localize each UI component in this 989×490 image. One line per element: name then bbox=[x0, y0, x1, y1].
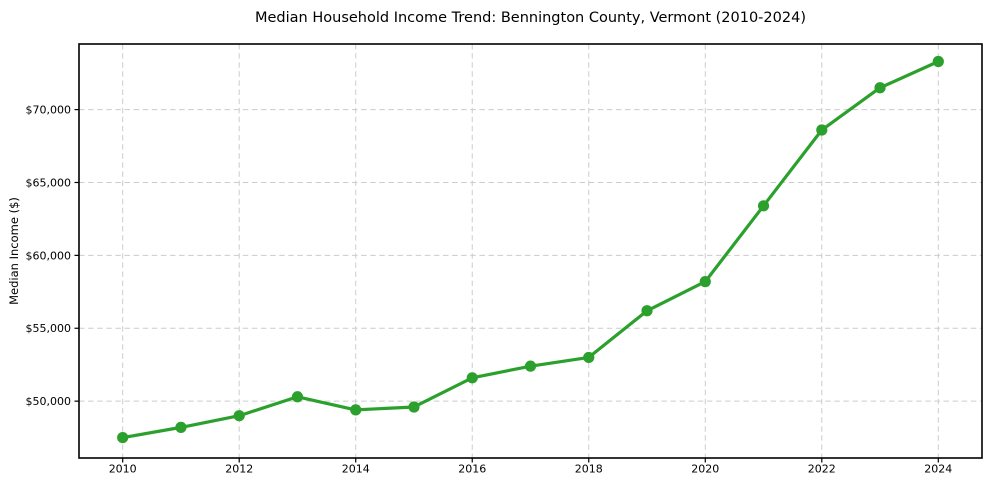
axis-ticks bbox=[74, 108, 939, 463]
data-point-2014 bbox=[350, 404, 362, 416]
y-tick-label-55000: $55,000 bbox=[26, 322, 72, 335]
data-point-2010 bbox=[117, 431, 129, 444]
y-tick-label-50000: $50,000 bbox=[26, 395, 72, 408]
y-axis-label: Median Income ($) bbox=[7, 197, 21, 305]
data-point-2023 bbox=[874, 82, 886, 94]
data-point-2018 bbox=[583, 351, 595, 364]
plot-border bbox=[78, 43, 983, 459]
x-tick-label-2022: 2022 bbox=[808, 462, 836, 475]
data-point-2024 bbox=[932, 55, 944, 68]
data-point-2013 bbox=[291, 391, 304, 403]
x-tick-label-2014: 2014 bbox=[342, 462, 370, 475]
data-series bbox=[117, 55, 944, 444]
tick-labels: 2010 2012 2014 2016 2018 2020 2022 2024 $50,000 $… bbox=[26, 103, 953, 475]
data-point-2021 bbox=[757, 200, 770, 212]
data-point-2020 bbox=[699, 276, 711, 288]
chart-title: Median Household Income Trend: Benningto… bbox=[255, 10, 806, 26]
data-point-2015 bbox=[408, 401, 420, 413]
x-tick-label-2012: 2012 bbox=[225, 462, 253, 475]
x-tick-label-2020: 2020 bbox=[691, 462, 719, 475]
data-point-2019 bbox=[641, 305, 653, 317]
data-point-2012 bbox=[233, 410, 245, 422]
x-tick-label-2018: 2018 bbox=[575, 462, 603, 475]
data-point-2011 bbox=[175, 421, 187, 433]
data-point-2022 bbox=[816, 124, 828, 136]
x-tick-label-2016: 2016 bbox=[458, 462, 486, 475]
x-tick-label-2024: 2024 bbox=[924, 462, 952, 475]
y-tick-label-70000: $70,000 bbox=[26, 103, 72, 116]
data-point-2017 bbox=[524, 360, 537, 372]
x-tick-label-2010: 2010 bbox=[109, 462, 137, 475]
data-point-2016 bbox=[466, 372, 478, 384]
gridlines bbox=[79, 44, 982, 458]
y-tick-label-60000: $60,000 bbox=[26, 249, 72, 262]
y-tick-label-65000: $65,000 bbox=[26, 176, 72, 189]
series-line bbox=[121, 59, 940, 440]
